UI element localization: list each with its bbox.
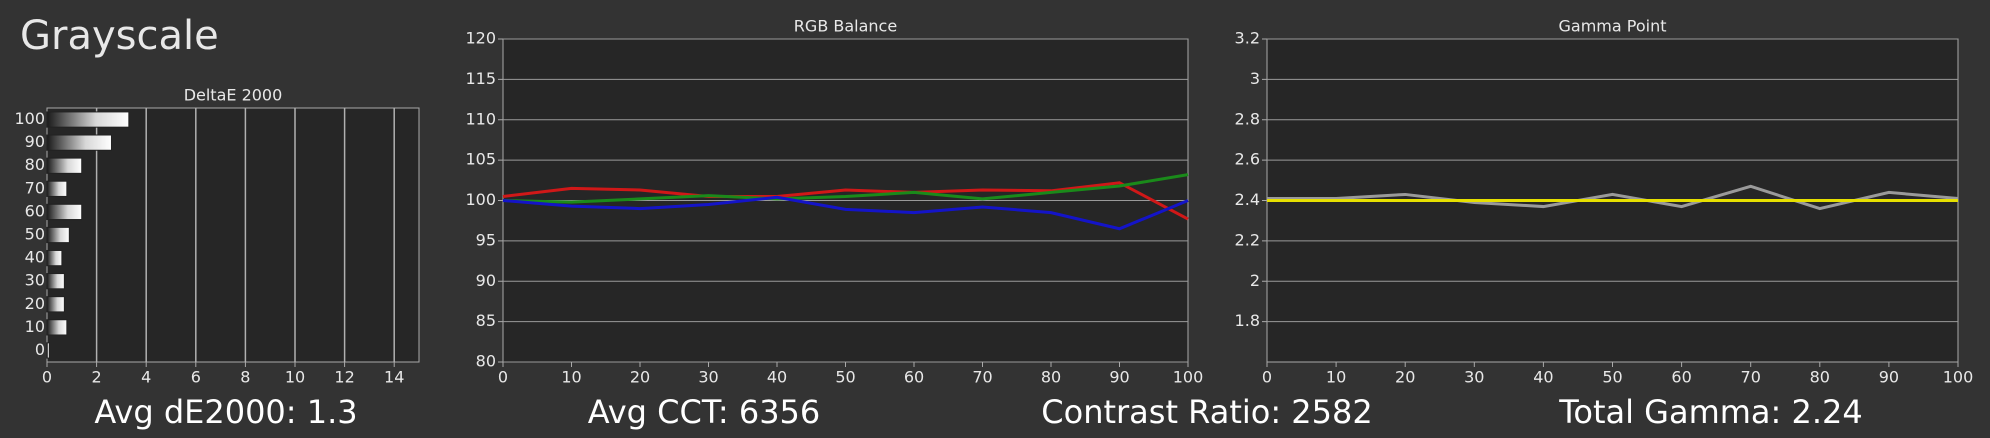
y-tick-label: 2: [1250, 271, 1260, 290]
x-tick-label: 40: [1533, 368, 1553, 387]
y-tick-label: 95: [476, 230, 496, 249]
bar: [46, 203, 83, 221]
y-tick-label: 50: [25, 225, 45, 244]
y-tick-label: 10: [25, 317, 45, 336]
series-line: [502, 173, 1189, 204]
y-tick-label: 90: [476, 271, 496, 290]
bar: [46, 273, 65, 290]
x-tick-label: 0: [42, 368, 52, 387]
bar: [46, 157, 83, 174]
y-tick-label: 60: [25, 201, 45, 220]
x-tick-label: 14: [384, 368, 404, 387]
y-tick-label: 85: [476, 311, 496, 330]
x-tick-label: 90: [1879, 368, 1899, 387]
y-tick-label: 2.2: [1235, 230, 1260, 249]
stat-label: Total Gamma: 2.24: [1558, 393, 1862, 431]
page-title: Grayscale: [20, 13, 219, 59]
stat-label: Avg CCT: 6356: [588, 393, 821, 431]
x-tick-label: 6: [191, 368, 201, 387]
x-tick-label: 70: [972, 368, 992, 387]
x-tick-label: 50: [835, 368, 855, 387]
y-tick-label: 1.8: [1235, 311, 1260, 330]
x-tick-label: 20: [1395, 368, 1415, 387]
series-line: [502, 195, 1189, 231]
y-tick-label: 3.2: [1235, 29, 1260, 48]
y-tick-label: 90: [25, 132, 45, 151]
y-tick-label: 3: [1250, 69, 1260, 88]
x-tick-label: 80: [1810, 368, 1830, 387]
y-tick-label: 40: [25, 248, 45, 267]
x-tick-label: 4: [141, 368, 151, 387]
x-tick-label: 50: [1602, 368, 1622, 387]
x-tick-label: 40: [767, 368, 787, 387]
chart-title: RGB Balance: [794, 17, 897, 36]
y-tick-label: 80: [25, 155, 45, 174]
x-tick-label: 0: [1262, 368, 1272, 387]
x-tick-label: 30: [698, 368, 718, 387]
series-line: [1267, 184, 1959, 211]
x-tick-label: 60: [904, 368, 924, 387]
y-tick-label: 2.6: [1235, 150, 1260, 169]
x-tick-label: 80: [1041, 368, 1061, 387]
y-tick-label: 115: [465, 69, 496, 88]
bar: [46, 111, 130, 128]
y-tick-label: 2.4: [1235, 190, 1260, 209]
y-tick-label: 70: [25, 178, 45, 197]
y-tick-label: 20: [25, 294, 45, 313]
y-tick-label: 0: [35, 340, 45, 359]
y-tick-label: 100: [465, 190, 496, 209]
y-tick-label: 80: [476, 352, 496, 371]
y-tick-label: 120: [465, 29, 496, 48]
y-tick-label: 110: [465, 109, 496, 128]
chart-title: DeltaE 2000: [184, 86, 283, 105]
x-tick-label: 12: [334, 368, 354, 387]
bar: [46, 342, 50, 359]
bar: [46, 226, 70, 244]
bar: [46, 249, 63, 267]
x-tick-label: 0: [498, 368, 508, 387]
y-tick-label: 30: [25, 271, 45, 290]
y-tick-label: 2.8: [1235, 109, 1260, 128]
stat-label: Contrast Ratio: 2582: [1041, 393, 1372, 431]
x-tick-label: 8: [240, 368, 250, 387]
y-tick-label: 100: [14, 109, 45, 128]
bar: [46, 296, 65, 313]
x-tick-label: 30: [1464, 368, 1484, 387]
x-tick-label: 10: [1326, 368, 1346, 387]
x-tick-label: 70: [1741, 368, 1761, 387]
x-tick-label: 2: [92, 368, 102, 387]
stat-label: Avg dE2000: 1.3: [94, 393, 357, 431]
x-tick-label: 100: [1943, 368, 1974, 387]
chart-title: Gamma Point: [1559, 17, 1667, 36]
x-tick-label: 10: [285, 368, 305, 387]
x-tick-label: 10: [561, 368, 581, 387]
x-tick-label: 60: [1671, 368, 1691, 387]
x-tick-label: 90: [1109, 368, 1129, 387]
x-tick-label: 100: [1173, 368, 1204, 387]
bar: [46, 180, 68, 197]
bar: [46, 134, 112, 151]
series-line: [502, 181, 1189, 221]
y-tick-label: 105: [465, 150, 496, 169]
bar: [46, 319, 68, 336]
x-tick-label: 20: [630, 368, 650, 387]
